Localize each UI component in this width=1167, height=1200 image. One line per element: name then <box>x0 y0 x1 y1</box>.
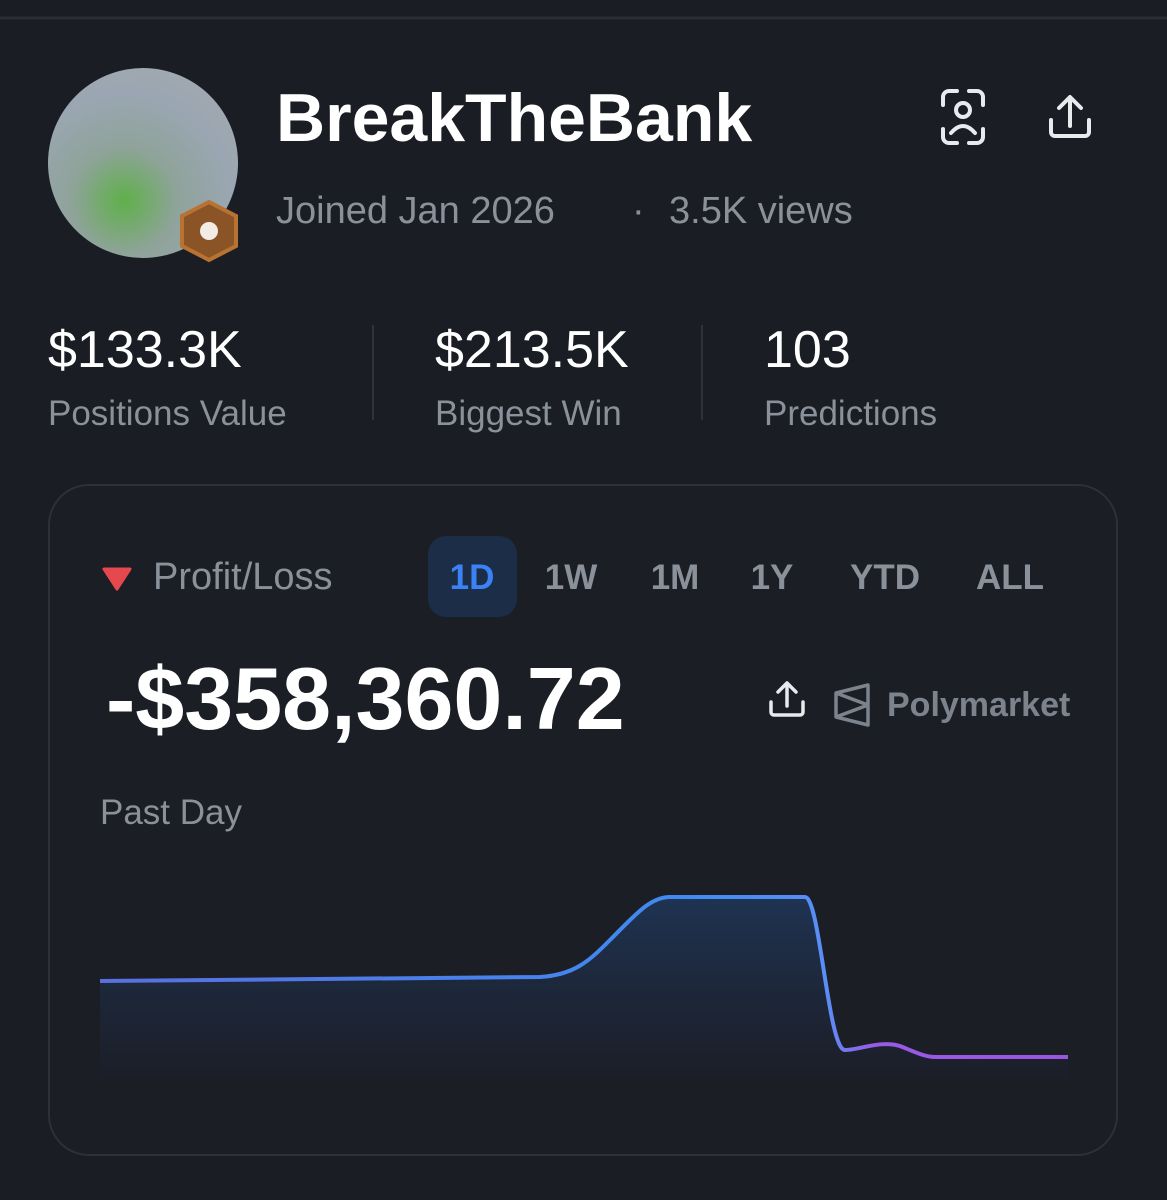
share-icon[interactable] <box>1049 95 1091 138</box>
tab[interactable]: 1D <box>449 558 495 597</box>
separator: · <box>632 190 645 232</box>
stat-label: Predictions <box>764 394 938 433</box>
down-icon <box>102 567 132 591</box>
chart-area <box>100 897 1068 1078</box>
stat-value: $213.5K <box>435 321 629 379</box>
period: Past Day <box>100 793 242 832</box>
tab-active-bg[interactable] <box>428 536 517 617</box>
stat-value: $133.3K <box>48 321 242 379</box>
chart-line <box>99 895 1068 1059</box>
tab[interactable]: 1M <box>650 558 700 597</box>
tab[interactable]: YTD <box>850 558 920 597</box>
pnl-title: Profit/Loss <box>153 556 333 598</box>
polymarket-logo <box>834 683 870 727</box>
badge-dot <box>200 222 218 240</box>
pnl-value: -$358,360.72 <box>106 649 625 748</box>
profile-name: BreakTheBank <box>276 80 753 156</box>
tab[interactable]: 1Y <box>750 558 794 597</box>
tab[interactable]: 1W <box>544 558 598 597</box>
stat-label: Biggest Win <box>435 394 622 433</box>
views: 3.5K views <box>669 190 853 232</box>
stat-value: 103 <box>764 321 851 379</box>
source: Polymarket <box>887 686 1071 724</box>
joined: Joined Jan 2026 <box>276 190 555 232</box>
share-pnl-icon[interactable] <box>769 681 805 717</box>
tab[interactable]: ALL <box>975 558 1045 597</box>
stat-label: Positions Value <box>48 394 287 433</box>
scan-icon[interactable] <box>941 89 985 145</box>
